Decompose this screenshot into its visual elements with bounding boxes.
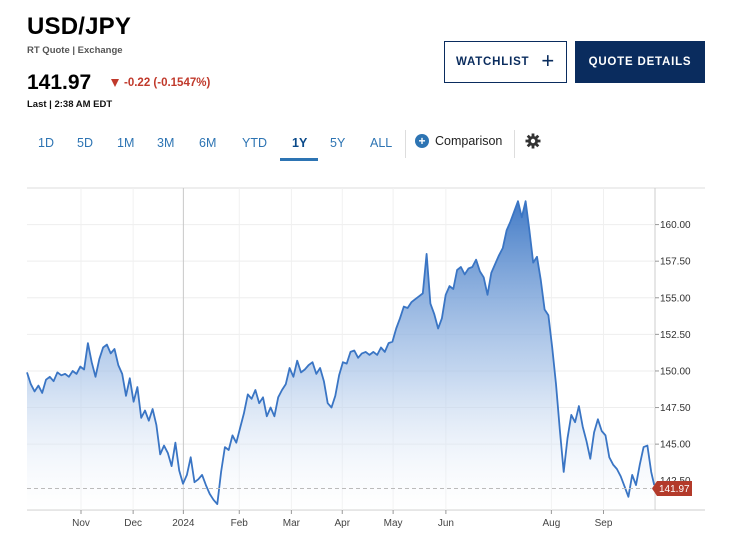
tab-3m[interactable]: 3M [157, 136, 175, 150]
tab-5y[interactable]: 5Y [330, 136, 346, 150]
price-change: -0.22 (-0.1547%) [111, 77, 210, 89]
watchlist-label: WATCHLIST [455, 56, 530, 68]
tab-1m[interactable]: 1M [117, 136, 135, 150]
down-arrow-icon [111, 79, 119, 87]
x-tick-label: Sep [595, 518, 613, 529]
x-tick-label: May [384, 518, 403, 529]
symbol-title: USD/JPY [27, 13, 132, 40]
x-tick-label: Aug [542, 518, 560, 529]
tab-1d[interactable]: 1D [38, 136, 54, 150]
quote-details-button[interactable]: QUOTE DETAILS [575, 41, 705, 83]
x-tick-label: Apr [334, 518, 350, 529]
watchlist-button[interactable]: WATCHLIST + [444, 41, 567, 83]
tab-5d[interactable]: 5D [77, 136, 93, 150]
plus-icon: + [541, 48, 556, 73]
x-tick-label: Feb [231, 518, 249, 529]
comparison-label: Comparison [435, 134, 503, 148]
comparison-button[interactable]: + Comparison [415, 134, 502, 148]
quote-source: RT Quote | Exchange [27, 45, 123, 56]
x-tick-label: Dec [124, 518, 142, 529]
tab-all[interactable]: ALL [370, 136, 393, 150]
tab-1y[interactable]: 1Y [292, 136, 308, 150]
y-tick-label: 157.50 [660, 257, 691, 268]
divider [514, 130, 515, 158]
add-comparison-icon: + [415, 134, 429, 148]
tab-6m[interactable]: 6M [199, 136, 217, 150]
last-price: 141.97 [27, 71, 92, 94]
price-chart[interactable]: 145.00 147.50 150.00 152.50 155.00 157.50 160.… [0, 180, 732, 558]
current-price-label: 141.97 [659, 484, 690, 495]
y-tick-label: 145.00 [660, 440, 691, 451]
chart-axes: 145.00 147.50 150.00 152.50 155.00 157.50 160.… [72, 220, 692, 529]
last-update-time: Last | 2:38 AM EDT [27, 99, 113, 110]
x-tick-label: Jun [438, 518, 454, 529]
x-tick-label: 2024 [172, 518, 195, 529]
price-line [26, 200, 656, 505]
divider [405, 130, 406, 158]
y-tick-label: 160.00 [660, 220, 691, 231]
current-price-flag [652, 480, 692, 496]
active-tab-underline [280, 158, 318, 161]
y-tick-label: 147.50 [660, 403, 691, 414]
tab-ytd[interactable]: YTD [242, 136, 267, 150]
gear-icon[interactable] [525, 133, 541, 154]
y-tick-label: 152.50 [660, 330, 691, 341]
price-area-fill [27, 201, 655, 510]
y-tick-label: 150.00 [660, 366, 691, 377]
x-tick-label: Mar [283, 518, 301, 529]
y-tick-label: 155.00 [660, 293, 691, 304]
price-change-text: -0.22 (-0.1547%) [124, 77, 211, 89]
x-tick-label: Nov [72, 518, 90, 529]
